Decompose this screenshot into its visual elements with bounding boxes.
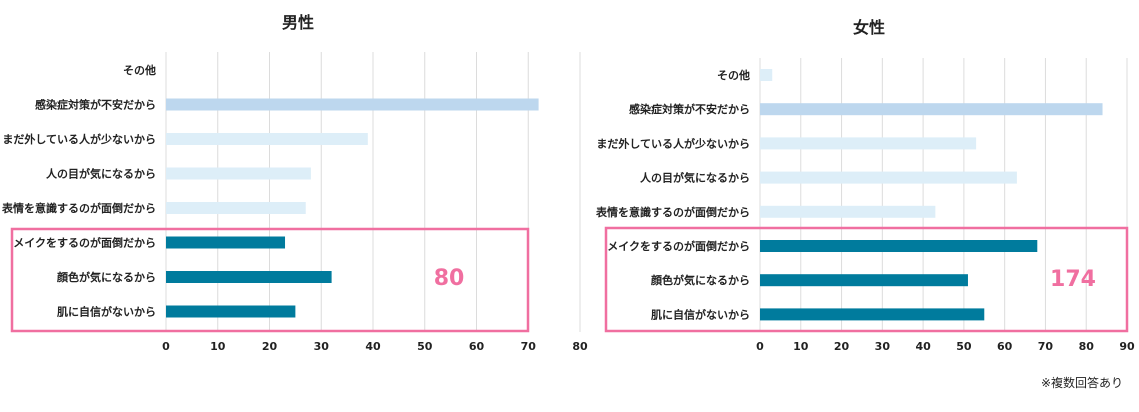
category-label-0-6: 顔色が気になるから: [56, 270, 156, 284]
category-label-0-7: 肌に自信がないから: [56, 305, 156, 319]
bar-1-5: [760, 240, 1038, 252]
tick-label-1-5: 50: [956, 340, 972, 353]
category-label-0-3: 人の目が気になるから: [46, 167, 156, 181]
highlight-box-0: [10, 227, 530, 333]
tick-label-1-2: 20: [834, 340, 850, 353]
tick-label-0-3: 30: [314, 340, 330, 353]
highlight-total-0: 80: [434, 266, 465, 291]
tick-label-0-4: 40: [365, 340, 381, 353]
category-label-1-4: 表情を意識するのが面倒だから: [595, 205, 750, 219]
bar-1-6: [760, 274, 968, 287]
tick-label-1-0: 0: [756, 340, 764, 353]
bar-0-5: [166, 236, 286, 249]
chart-title-1: 女性: [853, 18, 885, 37]
tick-label-0-1: 10: [210, 340, 226, 353]
bar-1-0: [760, 69, 773, 81]
category-label-0-4: 表情を意識するのが面倒だから: [1, 201, 156, 215]
bar-1-2: [760, 137, 977, 150]
category-label-1-2: まだ外している人が少ないから: [596, 136, 750, 150]
bar-0-7: [166, 305, 296, 318]
tick-label-0-6: 60: [469, 340, 485, 353]
category-label-0-2: まだ外している人が少ないから: [2, 132, 156, 146]
bar-0-3: [166, 167, 311, 180]
bar-0-2: [166, 133, 368, 145]
bar-0-4: [166, 202, 306, 214]
tick-label-0-7: 70: [521, 340, 537, 353]
bar-1-3: [760, 171, 1017, 184]
chart-title-0: 男性: [282, 13, 314, 32]
tick-label-1-4: 40: [915, 340, 931, 353]
tick-label-0-2: 20: [262, 340, 278, 353]
tick-label-0-8: 80: [572, 340, 588, 353]
bar-0-6: [166, 271, 332, 283]
tick-label-1-3: 30: [875, 340, 891, 353]
tick-label-0-5: 50: [417, 340, 433, 353]
tick-label-1-8: 80: [1079, 340, 1095, 353]
tick-label-1-1: 10: [793, 340, 809, 353]
highlight-box-1: [604, 226, 1129, 333]
bar-0-1: [166, 98, 539, 111]
tick-label-1-9: 90: [1119, 340, 1135, 353]
category-label-0-0: その他: [123, 63, 156, 77]
tick-label-1-7: 70: [1038, 340, 1054, 353]
category-label-1-6: 顔色が気になるから: [650, 273, 750, 287]
footnote: ※複数回答あり: [1040, 376, 1123, 390]
tick-label-0-0: 0: [162, 340, 170, 353]
category-label-0-1: 感染症対策が不安だから: [35, 98, 156, 112]
tick-label-1-6: 60: [997, 340, 1013, 353]
bar-1-7: [760, 308, 985, 321]
category-label-1-0: その他: [717, 68, 750, 82]
category-label-1-7: 肌に自信がないから: [650, 307, 750, 321]
category-label-1-3: 人の目が気になるから: [640, 171, 750, 185]
category-label-1-5: メイクをするのが面倒だから: [607, 239, 750, 253]
highlight-total-1: 174: [1050, 267, 1096, 292]
category-label-1-1: 感染症対策が不安だから: [629, 102, 750, 116]
bar-1-1: [760, 103, 1103, 116]
bar-1-4: [760, 205, 936, 218]
category-label-0-5: メイクをするのが面倒だから: [13, 236, 156, 250]
